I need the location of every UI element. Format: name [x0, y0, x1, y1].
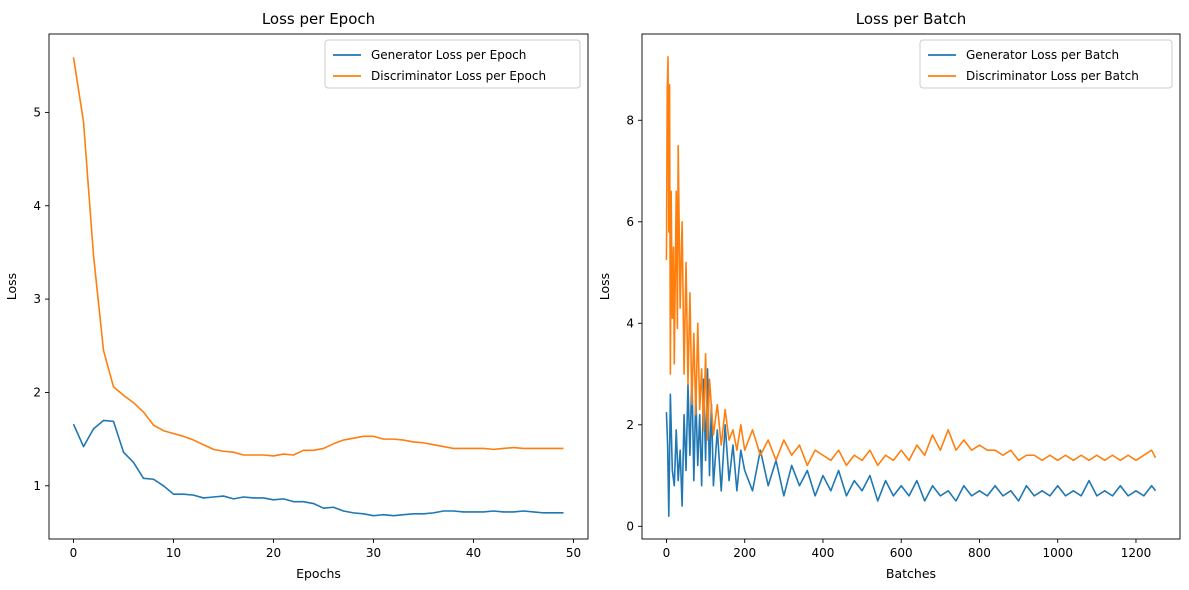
- legend-label: Discriminator Loss per Batch: [966, 69, 1139, 83]
- x-tick-label: 20: [266, 546, 281, 560]
- x-tick-label: 10: [166, 546, 181, 560]
- x-tick-label: 50: [566, 546, 581, 560]
- axes-frame: [48, 33, 589, 540]
- y-axis-label: Loss: [4, 273, 19, 300]
- x-tick-label: 0: [663, 546, 671, 560]
- epoch-loss-chart: 0 10 20 30 40 50 1 2 3 4 5 Loss per Epoch Epochs Loss…: [4, 10, 589, 581]
- y-tick-label: 5: [33, 105, 41, 119]
- x-tick-label: 600: [890, 546, 913, 560]
- y-tick-label: 8: [626, 113, 634, 127]
- legend-label: Discriminator Loss per Epoch: [371, 69, 546, 83]
- y-tick-label: 2: [626, 418, 634, 432]
- x-axis-label: Epochs: [296, 566, 341, 581]
- x-tick-label: 0: [70, 546, 78, 560]
- y-tick-label: 2: [33, 385, 41, 399]
- chart-title: Loss per Epoch: [262, 10, 375, 28]
- y-tick-label: 1: [33, 479, 41, 493]
- x-tick-label: 1200: [1121, 546, 1152, 560]
- x-axis-label: Batches: [886, 566, 936, 581]
- series-line-discriminator: [665, 56, 1157, 467]
- y-tick-label: 3: [33, 292, 41, 306]
- batch-loss-chart: 0 200 400 600 800 1000 1200 0 2 4 6 8 Loss per Batch…: [597, 10, 1181, 581]
- series-line-generator: [72, 419, 564, 517]
- legend-label: Generator Loss per Batch: [966, 48, 1119, 62]
- series-line-generator: [665, 368, 1157, 517]
- y-tick-label: 0: [626, 519, 634, 533]
- x-tick-label: 40: [466, 546, 481, 560]
- legend-label: Generator Loss per Epoch: [371, 48, 526, 62]
- legend: Generator Loss per Batch Discriminator Lo…: [919, 39, 1173, 89]
- y-tick-label: 4: [626, 316, 634, 330]
- x-tick-label: 1000: [1042, 546, 1073, 560]
- series-line-discriminator: [72, 57, 564, 457]
- y-tick-label: 4: [33, 199, 41, 213]
- legend-box: [324, 39, 581, 89]
- y-axis-label: Loss: [597, 273, 612, 300]
- legend-box: [919, 39, 1173, 89]
- x-tick-label: 800: [968, 546, 991, 560]
- x-tick-label: 200: [733, 546, 756, 560]
- axes-frame: [641, 33, 1181, 540]
- y-tick-label: 6: [626, 215, 634, 229]
- x-tick-label: 30: [366, 546, 381, 560]
- x-tick-label: 400: [812, 546, 835, 560]
- legend: Generator Loss per Epoch Discriminator Lo…: [324, 39, 581, 89]
- chart-title: Loss per Batch: [856, 10, 966, 28]
